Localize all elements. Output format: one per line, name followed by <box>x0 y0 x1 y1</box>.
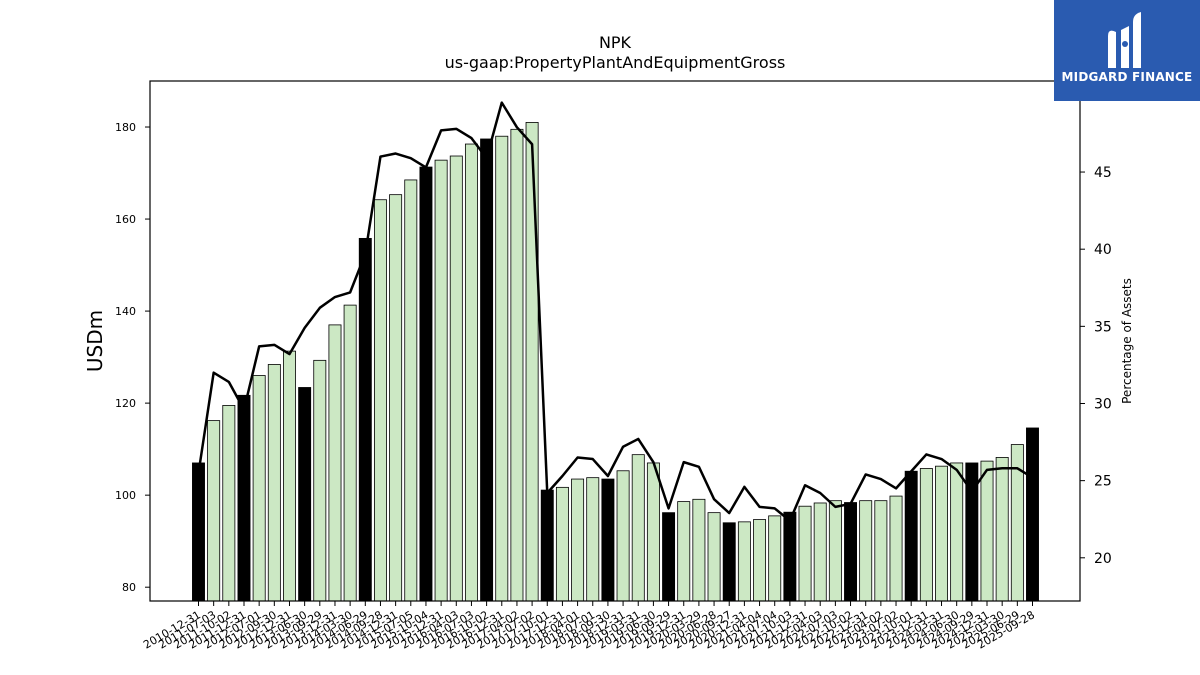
bar-2018-07-01 <box>586 477 600 602</box>
bar-2024-03-31 <box>935 465 948 602</box>
bar-2021-07-04 <box>768 515 782 602</box>
bar-2017-12-31 <box>555 486 569 602</box>
bar-2023-10-01 <box>904 470 918 602</box>
bar-2019-12-31 <box>677 501 691 602</box>
bar-2014-09-28 <box>373 199 387 602</box>
logo-mark-icon <box>1108 12 1141 69</box>
y-tick-label: 100 <box>115 489 136 502</box>
y-tick-label: 80 <box>122 581 136 594</box>
bar-2014-03-30 <box>343 304 357 602</box>
bar-2023-12-31 <box>919 468 933 602</box>
bar-2012-07-01 <box>252 375 266 602</box>
line-layer <box>197 101 1034 523</box>
chart-title: NPK <box>599 33 632 52</box>
y2-axis-label: Percentage of Assets <box>1120 278 1134 404</box>
bar-2023-04-02 <box>874 500 888 602</box>
y2-tick-label: 25 <box>1094 474 1112 490</box>
bar-2022-12-31 <box>859 500 873 602</box>
y2-tick-label: 40 <box>1094 242 1112 258</box>
bar-2012-12-31 <box>283 350 296 602</box>
y-tick-label: 120 <box>115 397 136 410</box>
bar-2010-12-31 <box>192 462 205 602</box>
bar-2014-06-29 <box>358 237 372 602</box>
bar-2013-06-30 <box>298 387 312 602</box>
bar-2017-07-02 <box>525 122 539 602</box>
y-axis-right: 20 25 30 35 40 45 <box>1080 165 1112 567</box>
bar-2016-10-02 <box>480 138 494 602</box>
chart-subtitle: us-gaap:PropertyPlantAndEquipmentGross <box>445 53 786 72</box>
plot-frame <box>149 80 1081 602</box>
bar-2020-06-28 <box>707 512 721 602</box>
bar-2022-10-02 <box>844 502 857 602</box>
bar-2021-04-04 <box>753 519 767 602</box>
bar-2011-07-03 <box>207 420 221 602</box>
bar-2021-12-31 <box>798 505 812 602</box>
y-tick-label: 140 <box>115 305 136 318</box>
series-line-percentage-of-assets <box>197 101 1034 523</box>
bar-2014-12-31 <box>389 194 403 602</box>
y2-tick-label: 35 <box>1094 319 1112 335</box>
bar-2023-07-02 <box>889 495 903 602</box>
bars-layer <box>192 122 1039 602</box>
y2-tick-label: 30 <box>1094 396 1112 412</box>
y2-tick-label: 45 <box>1094 165 1112 181</box>
bar-2018-09-30 <box>601 478 615 602</box>
bar-2020-03-29 <box>692 498 706 602</box>
bar-2016-12-31 <box>495 135 509 602</box>
y-tick-label: 180 <box>115 121 136 134</box>
bar-2018-04-01 <box>571 478 585 602</box>
bar-2022-04-03 <box>813 502 827 602</box>
y-axis-label: USDm <box>83 310 107 372</box>
bar-2016-04-03 <box>449 155 463 602</box>
bar-2015-12-31 <box>434 159 448 602</box>
y-axis-left: 80 100 120 140 160 180 <box>115 121 150 594</box>
bar-2019-03-31 <box>631 454 645 602</box>
bar-2017-10-01 <box>540 489 554 602</box>
bar-2018-12-31 <box>616 470 630 602</box>
midgard-finance-logo: MIDGARD FINANCE <box>1054 0 1200 101</box>
bar-2016-07-03 <box>464 143 478 602</box>
bar-2022-07-03 <box>828 500 842 602</box>
bar-2015-10-04 <box>419 166 433 602</box>
bar-2020-12-31 <box>737 521 751 602</box>
bar-2025-09-28 <box>1026 427 1039 602</box>
bar-2017-04-02 <box>510 128 524 602</box>
bar-2012-09-30 <box>267 364 281 602</box>
bar-2020-09-27 <box>722 522 736 602</box>
y-tick-label: 160 <box>115 213 136 226</box>
logo-text: MIDGARD FINANCE <box>1061 70 1193 84</box>
bar-2021-10-03 <box>783 511 797 602</box>
bar-2024-12-31 <box>980 460 994 602</box>
bar-2013-12-31 <box>328 324 342 602</box>
bar-2024-06-30 <box>950 462 964 602</box>
bar-2015-07-05 <box>404 179 418 602</box>
y2-tick-label: 20 <box>1094 551 1112 567</box>
x-axis: 2010-12-312011-07-032011-10-022011-12-31… <box>141 601 1037 652</box>
bar-2019-06-30 <box>646 462 660 602</box>
bar-2013-09-29 <box>313 359 327 602</box>
bar-2025-03-30 <box>995 457 1009 602</box>
bar-2011-10-02 <box>222 405 236 602</box>
bar-2011-12-31 <box>237 394 251 602</box>
bar-2019-09-29 <box>662 512 676 602</box>
